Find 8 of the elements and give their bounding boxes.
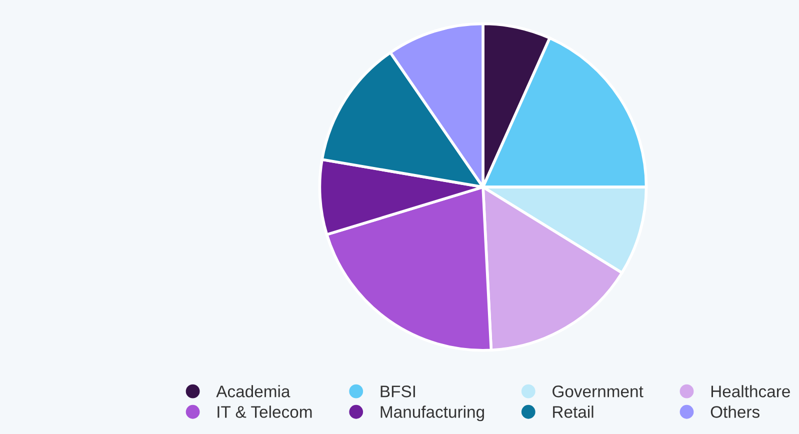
- legend-label: Others: [710, 406, 760, 418]
- legend-label: BFSI: [380, 386, 415, 398]
- legend-label: Retail: [553, 406, 594, 418]
- legend-label: Academia: [216, 385, 290, 398]
- legend-label: IT & Telecom: [218, 406, 312, 418]
- legend-label: Government: [552, 386, 644, 398]
- legend-label: Healthcare: [711, 385, 790, 398]
- legend-label: Manufacturing: [380, 406, 484, 422]
